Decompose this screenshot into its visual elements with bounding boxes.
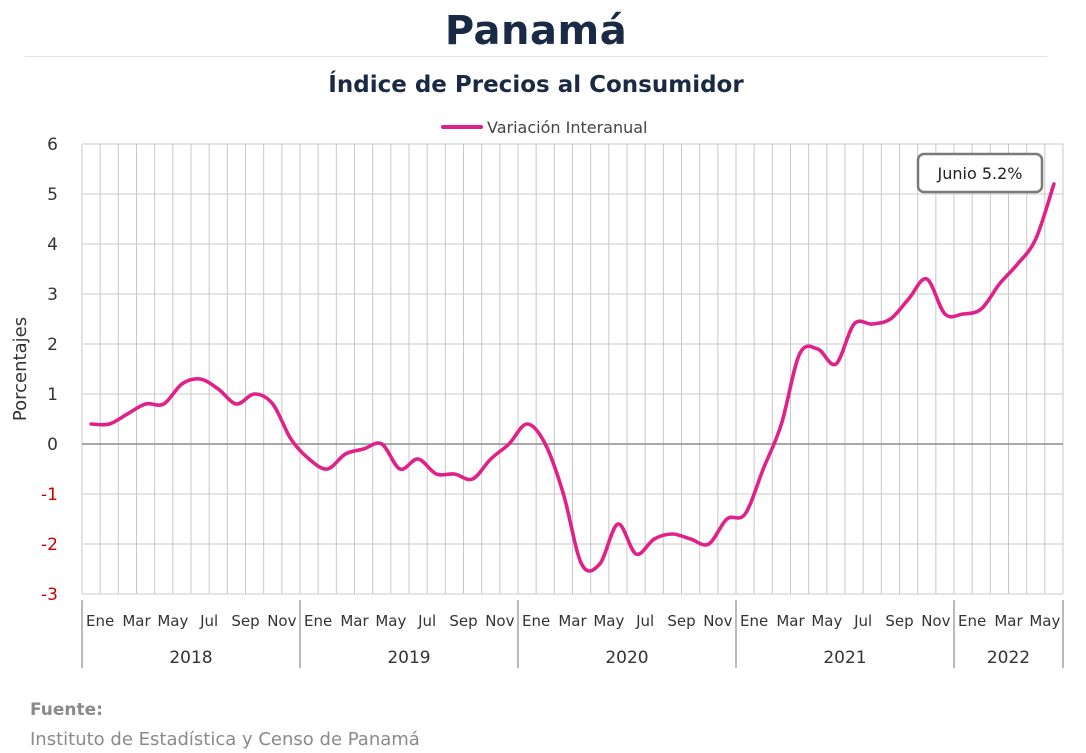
year-label: 2019: [387, 648, 430, 668]
title-divider: [25, 56, 1047, 57]
year-label: 2021: [823, 648, 866, 668]
x-tick-label: May: [375, 612, 406, 630]
y-tick-label: -2: [41, 535, 58, 555]
x-tick-label: Ene: [958, 612, 986, 630]
x-tick-label: Ene: [522, 612, 550, 630]
series-line-variacion-interanual: [89, 182, 1056, 573]
legend-label: Variación Interanual: [487, 117, 648, 137]
year-label: 2020: [605, 648, 648, 668]
x-tick-label: May: [1029, 612, 1060, 630]
x-tick-label: Ene: [740, 612, 768, 630]
x-tick-label: Jul: [635, 612, 654, 630]
x-tick-label: Ene: [86, 612, 114, 630]
x-tick-label: Mar: [122, 612, 151, 630]
line-chart: 6 5 4 3 2 1 0 -1 -2 -3 Ene Mar May Jul Sep Nov Ene Mar May…: [10, 135, 1064, 668]
y-tick-label: 5: [47, 185, 58, 205]
x-tick-label: Jul: [199, 612, 218, 630]
x-tick-label: Jul: [853, 612, 872, 630]
y-tick-label: -3: [41, 585, 58, 605]
y-tick-label: 3: [47, 285, 58, 305]
source-text: Instituto de Estadística y Censo de Pana…: [30, 729, 420, 750]
grid: [81, 143, 1064, 595]
y-tick-label: 1: [47, 385, 58, 405]
y-tick-label: 4: [47, 235, 58, 255]
x-tick-label: Sep: [667, 612, 695, 630]
annotation-box: [916, 152, 1044, 194]
x-tick-label: May: [811, 612, 842, 630]
x-tick-label: Mar: [558, 612, 587, 630]
legend: Variación Interanual: [441, 116, 647, 138]
annotations: Junio 5.2%: [916, 152, 1044, 194]
series: [89, 182, 1056, 573]
axes: 6 5 4 3 2 1 0 -1 -2 -3 Ene Mar May Jul Sep Nov Ene Mar May…: [41, 135, 1064, 668]
x-tick-label: Nov: [267, 612, 296, 630]
y-tick-label: 0: [47, 435, 58, 455]
y-axis-label: Porcentajes: [10, 317, 31, 421]
x-tick-label: Sep: [449, 612, 477, 630]
x-tick-label: Mar: [340, 612, 369, 630]
x-tick-label: Sep: [231, 612, 259, 630]
x-tick-label: May: [593, 612, 624, 630]
x-tick-label: Nov: [703, 612, 732, 630]
legend-swatch: [441, 125, 483, 129]
year-label: 2022: [987, 648, 1030, 668]
y-tick-label: 6: [47, 135, 58, 155]
x-tick-label: Sep: [885, 612, 913, 630]
chart-title: Panamá: [444, 8, 628, 54]
x-tick-label: Nov: [485, 612, 514, 630]
x-tick-label: Nov: [921, 612, 950, 630]
annotation-callout: Junio 5.2%: [916, 152, 1044, 194]
x-tick-label: Jul: [417, 612, 436, 630]
annotation-text: Junio 5.2%: [937, 164, 1023, 183]
y-tick-label: 2: [47, 335, 58, 355]
x-tick-label: May: [157, 612, 188, 630]
year-label: 2018: [169, 648, 212, 668]
x-tick-label: Mar: [776, 612, 805, 630]
chart-subtitle: Índice de Precios al Consumidor: [328, 72, 744, 98]
x-tick-label: Mar: [994, 612, 1023, 630]
y-tick-label: -1: [41, 485, 58, 505]
x-tick-label: Ene: [304, 612, 332, 630]
source-label: Fuente:: [30, 700, 103, 720]
